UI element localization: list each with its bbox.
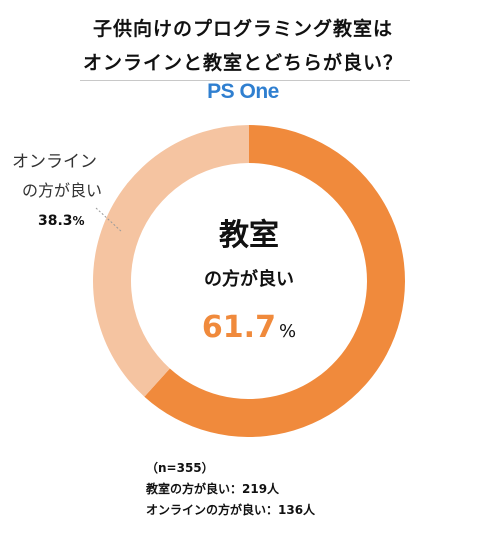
slice-label-online-sub: の方が良い [22, 181, 102, 200]
slice-value-classroom-number: 61.7 [202, 310, 276, 345]
chart-title-line-1: 子供向けのプログラミング教室は [92, 18, 393, 40]
donut-slices [92, 125, 405, 437]
sample-size-note: （n=355） [146, 461, 214, 475]
slice-value-online: 38.3% [38, 213, 85, 229]
slice-value-online-number: 38.3 [38, 213, 73, 229]
leader-line [95, 207, 123, 233]
slice-label-online-main: オンライン [12, 152, 97, 172]
slice-classroom [144, 125, 405, 437]
brand-logo: PS One [207, 80, 279, 103]
slice-online [92, 125, 249, 397]
classroom-count-note: 教室の方が良い：219人 [146, 482, 280, 496]
chart-title-line-2: オンラインと教室とどちらが良い？ [82, 52, 403, 74]
slice-value-classroom-unit: % [279, 321, 296, 342]
title-divider [80, 80, 410, 81]
slice-label-classroom-sub: の方が良い [204, 268, 294, 290]
slice-value-classroom: 61.7% [202, 310, 296, 345]
slice-label-classroom-main: 教室 [219, 218, 279, 253]
sample-notes: （n=355） 教室の方が良い：219人 オンラインの方が良い：136人 [146, 458, 315, 521]
slice-value-online-unit: % [73, 214, 85, 228]
online-count-note: オンラインの方が良い：136人 [146, 503, 316, 517]
